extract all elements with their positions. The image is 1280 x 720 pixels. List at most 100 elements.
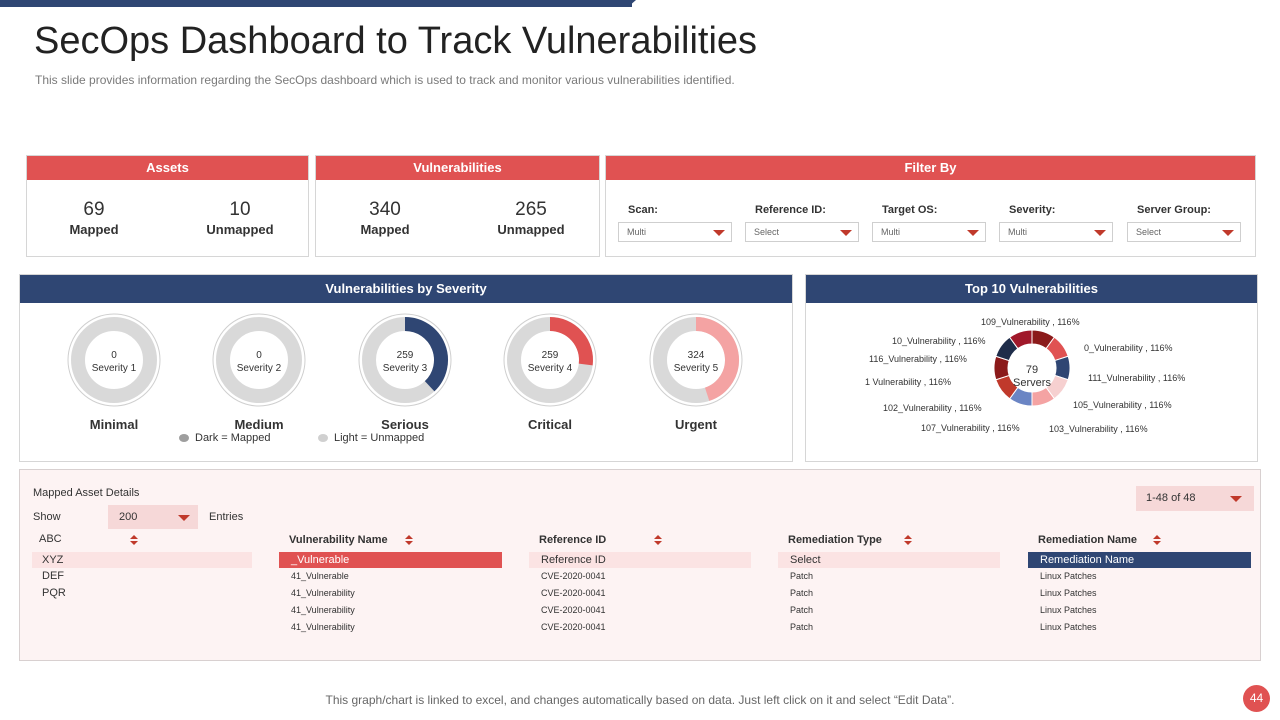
row-2-remediation-name: Linux Patches (1040, 588, 1097, 598)
row-3-remediation-type: Patch (790, 605, 814, 615)
severity-3-donut-chart: 259 Severity 3 (358, 313, 452, 407)
severity-2-track (216, 317, 302, 403)
row-2-vulnerability: 41_Vulnerability (291, 588, 355, 598)
assets-header: Assets (27, 156, 308, 180)
filter-reference-id-select[interactable]: Select (745, 222, 859, 242)
filter-vulnerability-name[interactable]: _Vulnerable (279, 552, 502, 568)
top10-donut-chart: 79 Servers (993, 329, 1071, 407)
severity-donut-4: 259 Severity 4 Critical (502, 312, 598, 432)
legend-dark-label: Dark = Mapped (195, 432, 271, 444)
chevron-down-icon (1230, 496, 1242, 502)
severity-4-category: Critical (527, 417, 573, 432)
top10-segment (1008, 329, 1033, 350)
assets-unmapped-label: Unmapped (206, 222, 274, 237)
sort-icon[interactable] (904, 535, 912, 547)
assets-unmapped-value: 10 (229, 199, 251, 220)
top10-label-105: 105_Vulnerability , 116% (1073, 400, 1172, 410)
column-remediation-name[interactable]: Remediation Name (1038, 534, 1138, 546)
severity-5-count: 324 (688, 350, 705, 361)
sort-icon[interactable] (405, 535, 413, 547)
row-2-remediation-type: Patch (790, 588, 814, 598)
asset-item-abc[interactable]: ABC (39, 533, 62, 545)
top10-label-111: 111_Vulnerability , 116% (1088, 373, 1186, 383)
severity-3-arc (404, 317, 448, 392)
row-1-remediation-type: Patch (790, 571, 814, 581)
footer-note: This graph/chart is linked to excel, and… (325, 693, 955, 707)
sort-icon[interactable] (654, 535, 662, 547)
filter-remediation-name[interactable]: Remediation Name (1028, 552, 1251, 568)
column-reference-id[interactable]: Reference ID (539, 534, 607, 546)
top10-header: Top 10 Vulnerabilities (806, 275, 1257, 303)
row-2-reference: CVE-2020-0041 (541, 588, 606, 598)
filter-reference-id: Reference ID: Select (745, 204, 861, 242)
severity-header: Vulnerabilities by Severity (20, 275, 792, 303)
asset-item-def[interactable]: DEF (42, 570, 64, 582)
filter-severity: Severity: Multi (999, 204, 1115, 242)
severity-5-arc (695, 317, 739, 401)
chevron-down-icon (713, 230, 725, 236)
severity-1-name: Severity 1 (92, 363, 137, 374)
severity-2-category: Medium (234, 417, 284, 432)
severity-2-donut-chart: 0 Severity 2 (212, 313, 306, 407)
top10-card: Top 10 Vulnerabilities (805, 274, 1258, 462)
filter-remediation-type[interactable]: Select (778, 552, 1000, 568)
severity-4-name: Severity 4 (528, 363, 573, 374)
top-accent-bar-tip (628, 0, 636, 7)
sort-icon[interactable] (1153, 535, 1161, 547)
page-subtitle: This slide provides information regardin… (35, 73, 735, 87)
asset-item-pqr[interactable]: PQR (42, 587, 66, 599)
legend-light-unmapped: Light = Unmapped (318, 432, 424, 444)
filter-reference-id-value: Select (754, 227, 780, 237)
top10-label-102: 102_Vulnerability , 116% (883, 403, 982, 413)
row-3-reference: CVE-2020-0041 (541, 605, 606, 615)
filter-server-group-value: Select (1136, 227, 1162, 237)
filter-target-os-select[interactable]: Multi (872, 222, 986, 242)
filter-reference-id-field[interactable]: Reference ID (529, 552, 751, 568)
vulnerabilities-unmapped-label: Unmapped (497, 222, 565, 237)
vulnerabilities-unmapped: 265 Unmapped (476, 199, 586, 237)
top10-label-0: 0_Vulnerability , 116% (1084, 343, 1173, 353)
severity-2-name: Severity 2 (237, 363, 282, 374)
legend-dark-dot (179, 434, 189, 443)
filter-card: Filter By Scan: Multi Reference ID: Sele… (605, 155, 1256, 257)
top10-label-10: 10_Vulnerability , 116% (892, 336, 986, 346)
filter-scan-value: Multi (627, 227, 647, 237)
asset-item-xyz[interactable]: XYZ (42, 554, 64, 566)
entries-select[interactable]: 200 (108, 505, 198, 529)
row-3-vulnerability: 41_Vulnerability (291, 605, 355, 615)
filter-severity-value: Multi (1008, 227, 1028, 237)
legend-dark-mapped: Dark = Mapped (179, 432, 271, 444)
severity-5-name: Severity 5 (674, 363, 719, 374)
filter-header: Filter By (606, 156, 1255, 180)
top10-label-116: 116_Vulnerability , 116% (869, 354, 967, 364)
legend-light-label: Light = Unmapped (334, 432, 425, 444)
entries-value: 200 (119, 511, 138, 523)
sort-icon[interactable] (130, 535, 138, 547)
top10-label-103: 103_Vulnerability , 116% (1049, 424, 1148, 434)
row-4-remediation-name: Linux Patches (1040, 622, 1097, 632)
severity-5-donut-chart: 324 Severity 5 (649, 313, 743, 407)
column-vulnerability-name[interactable]: Vulnerability Name (289, 534, 388, 546)
filter-target-os: Target OS: Multi (872, 204, 988, 242)
severity-4-donut-chart: 259 Severity 4 (503, 313, 597, 407)
severity-1-category: Minimal (89, 417, 139, 432)
filter-severity-select[interactable]: Multi (999, 222, 1113, 242)
severity-5-category: Urgent (675, 417, 717, 432)
pagination-select[interactable]: 1-48 of 48 (1136, 486, 1254, 511)
assets-mapped-label: Mapped (69, 222, 119, 237)
asset-selected-highlight[interactable] (32, 552, 252, 568)
row-4-reference: CVE-2020-0041 (541, 622, 606, 632)
vulnerabilities-unmapped-value: 265 (515, 199, 547, 220)
severity-4-arc (549, 317, 593, 366)
chevron-down-icon (1222, 230, 1234, 236)
vulnerabilities-header: Vulnerabilities (316, 156, 599, 180)
assets-card: Assets 69 Mapped 10 Unmapped (26, 155, 309, 257)
top10-center-value: 79 (1026, 364, 1038, 376)
filter-server-group-select[interactable]: Select (1127, 222, 1241, 242)
column-remediation-type[interactable]: Remediation Type (788, 534, 882, 546)
severity-4-count: 259 (542, 350, 559, 361)
show-label: Show (33, 511, 61, 523)
row-1-vulnerability: 41_Vulnerable (291, 571, 349, 581)
filter-scan-select[interactable]: Multi (618, 222, 732, 242)
severity-3-count: 259 (397, 350, 414, 361)
